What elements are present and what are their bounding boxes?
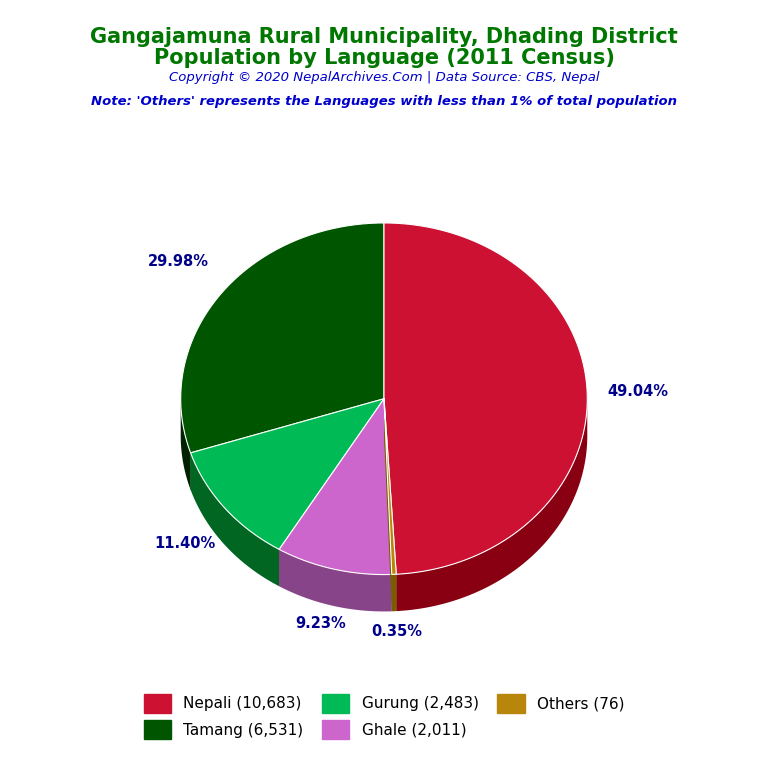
- Text: 29.98%: 29.98%: [148, 254, 209, 270]
- Text: Population by Language (2011 Census): Population by Language (2011 Census): [154, 48, 614, 68]
- Polygon shape: [180, 399, 190, 490]
- Polygon shape: [280, 399, 384, 586]
- Polygon shape: [190, 399, 384, 549]
- Polygon shape: [280, 399, 392, 574]
- Text: 0.35%: 0.35%: [371, 624, 422, 638]
- Polygon shape: [384, 223, 588, 574]
- Text: 49.04%: 49.04%: [607, 384, 668, 399]
- Polygon shape: [384, 399, 396, 574]
- Text: 9.23%: 9.23%: [296, 617, 346, 631]
- Polygon shape: [384, 399, 392, 611]
- Polygon shape: [190, 399, 384, 490]
- Text: 11.40%: 11.40%: [154, 536, 216, 551]
- Polygon shape: [384, 399, 396, 611]
- Polygon shape: [180, 223, 384, 453]
- Polygon shape: [190, 399, 384, 490]
- Text: Gangajamuna Rural Municipality, Dhading District: Gangajamuna Rural Municipality, Dhading …: [90, 27, 678, 47]
- Polygon shape: [280, 549, 392, 611]
- Polygon shape: [384, 399, 392, 611]
- Text: Copyright © 2020 NepalArchives.Com | Data Source: CBS, Nepal: Copyright © 2020 NepalArchives.Com | Dat…: [169, 71, 599, 84]
- Text: Note: 'Others' represents the Languages with less than 1% of total population: Note: 'Others' represents the Languages …: [91, 95, 677, 108]
- Polygon shape: [392, 574, 396, 611]
- Polygon shape: [190, 453, 280, 586]
- Polygon shape: [396, 400, 588, 611]
- Polygon shape: [384, 399, 396, 611]
- Polygon shape: [280, 399, 384, 586]
- Legend: Nepali (10,683), Tamang (6,531), Gurung (2,483), Ghale (2,011), Others (76): Nepali (10,683), Tamang (6,531), Gurung …: [137, 688, 631, 745]
